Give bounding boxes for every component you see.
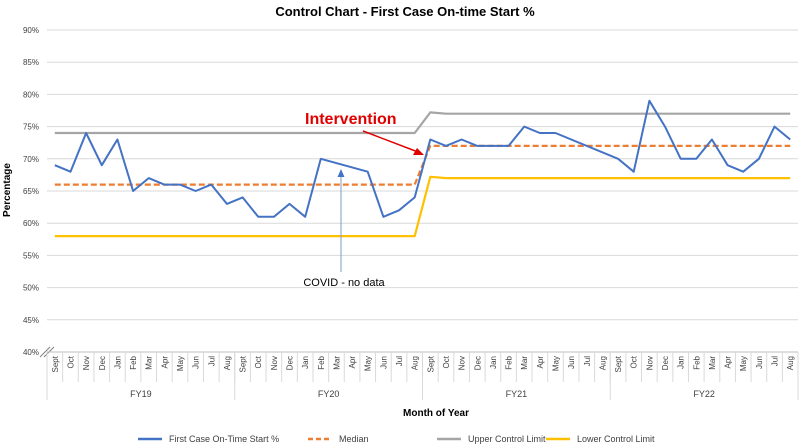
x-tick-label: Jun: [755, 356, 764, 369]
covid-arrow-head: [337, 169, 345, 177]
x-tick-label: Apr: [348, 356, 357, 369]
gridlines: [39, 29, 798, 358]
x-tick-label: Dec: [473, 356, 482, 370]
x-tick-label: Jun: [192, 356, 201, 369]
x-group-label: FY19: [130, 389, 152, 399]
x-tick-label: May: [176, 356, 185, 371]
x-tick-label: Sept: [51, 355, 60, 372]
x-tick-label: Sept: [239, 355, 248, 372]
y-tick-label: 85%: [23, 58, 39, 67]
x-tick-label: Apr: [724, 356, 733, 369]
x-tick-label: Jul: [395, 356, 404, 366]
x-tick-label: Jun: [379, 356, 388, 369]
series-line-lower-control-limit: [54, 175, 791, 238]
x-tick-label: Sept: [426, 355, 435, 372]
x-tick-label: Dec: [286, 356, 295, 370]
x-tick-label: Mar: [145, 356, 154, 370]
x-group-label: FY21: [506, 389, 528, 399]
x-tick-label: Oct: [254, 355, 263, 368]
x-tick-label: Nov: [82, 356, 91, 370]
x-tick-label: Nov: [270, 356, 279, 370]
legend-label: First Case On-Time Start %: [169, 434, 279, 444]
x-tick-label: Jan: [301, 356, 310, 369]
x-tick-label: Sept: [614, 355, 623, 372]
y-axis-ticks: 40% 45% 50% 55% 60% 65% 70% 75% 80% 85% 90%: [23, 26, 39, 357]
x-tick-label: May: [739, 356, 748, 371]
legend-label: Upper Control Limit: [468, 434, 546, 444]
x-tick-label: Mar: [520, 356, 529, 370]
x-tick-label: Jul: [771, 356, 780, 366]
y-tick-label: 60%: [23, 219, 39, 228]
covid-label: COVID - no data: [303, 277, 385, 289]
intervention-label: Intervention: [305, 111, 397, 128]
y-tick-label: 70%: [23, 155, 39, 164]
x-group-label: FY20: [318, 389, 340, 399]
y-tick-label: 50%: [23, 284, 39, 293]
x-tick-label: Feb: [692, 355, 701, 369]
axis-break-mark: [39, 346, 51, 358]
y-tick-label: 55%: [23, 251, 39, 260]
y-tick-label: 40%: [23, 348, 39, 357]
x-tick-label: Dec: [661, 356, 670, 370]
y-axis-title: Percentage: [2, 163, 13, 217]
x-tick-label: May: [551, 356, 560, 371]
series-line-upper-control-limit: [54, 111, 791, 135]
legend-label: Median: [339, 434, 369, 444]
x-tick-label: Nov: [645, 356, 654, 370]
x-tick-label: Nov: [458, 356, 467, 370]
legend-label: Lower Control Limit: [577, 434, 655, 444]
x-tick-label: Feb: [317, 355, 326, 369]
intervention-arrow-head: [413, 148, 424, 155]
chart-annotations: Intervention COVID - no data: [303, 111, 424, 289]
x-tick-label: Dec: [98, 356, 107, 370]
x-tick-label: Jul: [207, 356, 216, 366]
x-tick-label: Feb: [505, 355, 514, 369]
x-axis: Sept Oct Nov Dec Jan Feb Mar Apr May Jun Jul Aug Sep…: [46, 351, 799, 400]
x-tick-label: Mar: [332, 356, 341, 370]
x-tick-label: Aug: [786, 356, 795, 370]
series-line-first-case-on-time-start: [54, 99, 791, 218]
y-tick-label: 65%: [23, 187, 39, 196]
x-tick-label: Oct: [630, 355, 639, 368]
x-tick-label: Jul: [583, 356, 592, 366]
y-tick-label: 90%: [23, 26, 39, 35]
y-tick-label: 80%: [23, 90, 39, 99]
x-tick-label: Oct: [66, 355, 75, 368]
y-tick-label: 45%: [23, 316, 39, 325]
legend: First Case On-Time Start % Median Upper Co…: [138, 434, 655, 444]
x-tick-label: Jan: [489, 356, 498, 369]
x-tick-label: May: [364, 356, 373, 371]
x-group-label: FY22: [693, 389, 715, 399]
x-tick-label: Mar: [708, 356, 717, 370]
x-tick-label: Aug: [411, 356, 420, 370]
y-tick-label: 75%: [23, 123, 39, 132]
x-tick-label: Jan: [677, 356, 686, 369]
x-tick-label: Jun: [567, 356, 576, 369]
x-tick-label: Apr: [160, 356, 169, 369]
x-tick-label: Aug: [223, 356, 232, 370]
x-tick-label: Jan: [113, 356, 122, 369]
x-axis-title: Month of Year: [403, 408, 469, 419]
x-tick-label: Aug: [598, 356, 607, 370]
x-tick-label: Oct: [442, 355, 451, 368]
chart-title: Control Chart - First Case On-time Start…: [275, 4, 535, 19]
intervention-arrow-line: [362, 130, 419, 153]
chart-series: [54, 99, 791, 238]
x-tick-label: Feb: [129, 355, 138, 369]
x-tick-label: Apr: [536, 356, 545, 369]
